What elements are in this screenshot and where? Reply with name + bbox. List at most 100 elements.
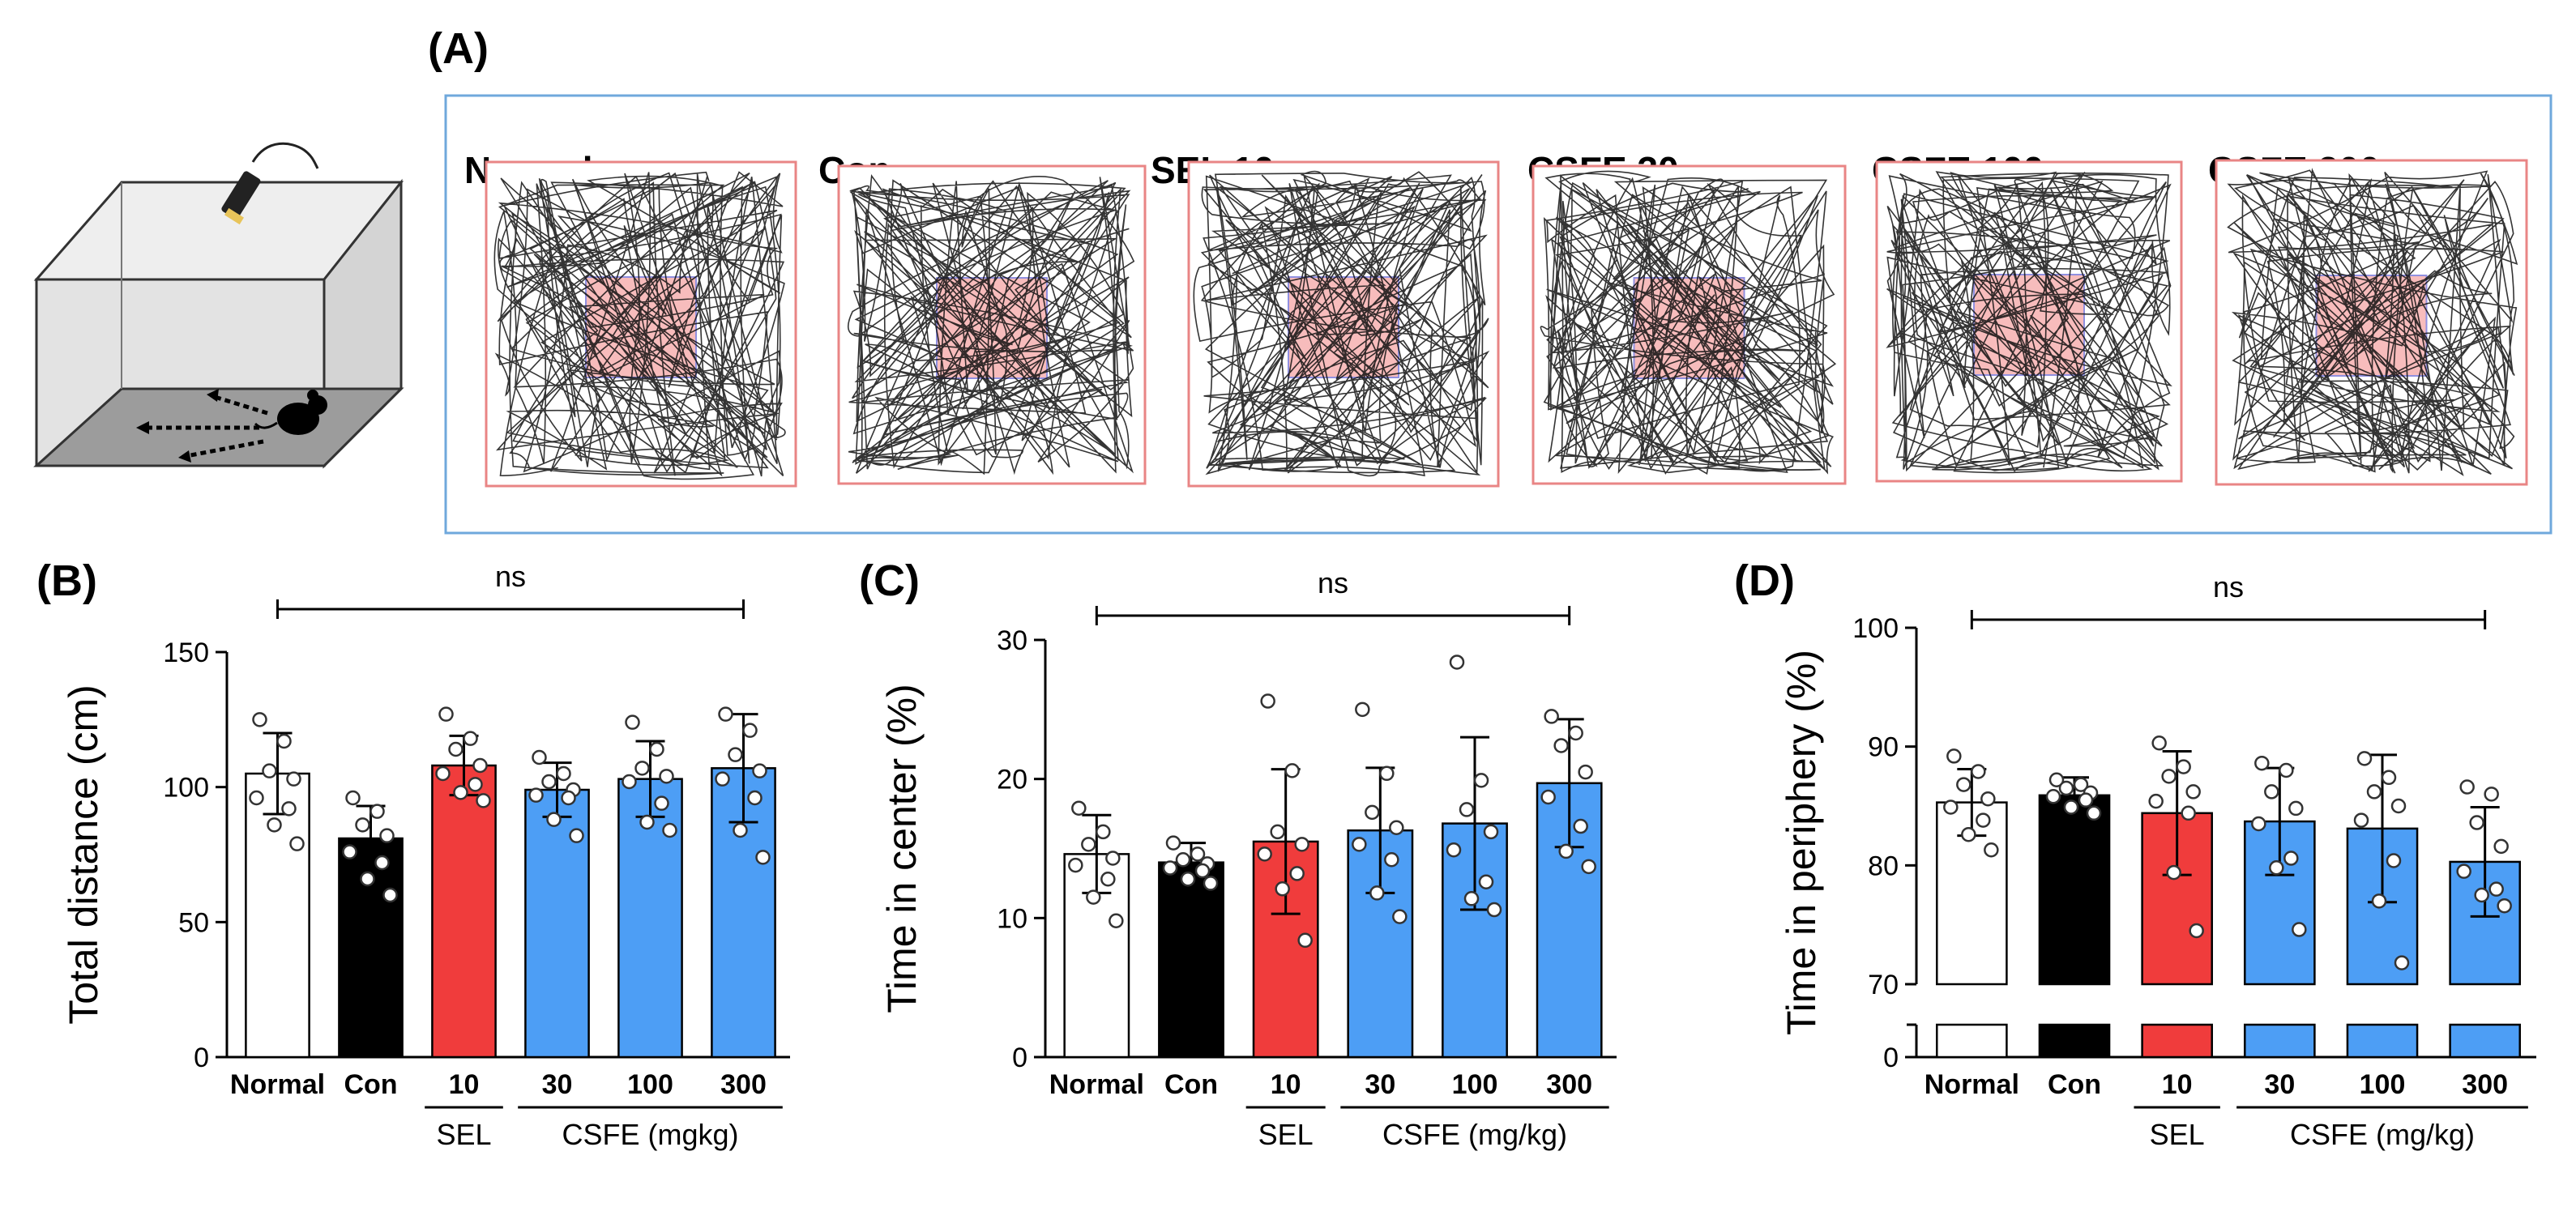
significance-label: ns [495,560,526,593]
data-point [1578,764,1593,780]
x-tick-label: Con [1164,1069,1218,1100]
arrow-heads [136,389,219,463]
bar-lower-segment [2449,1023,2521,1059]
y-tick-label: 90 [1868,732,1899,763]
data-point [1275,881,1290,897]
y-tick-label: 20 [997,765,1027,795]
x-tick-label: 30 [1365,1069,1395,1100]
data-point [370,804,385,819]
data-point [715,771,730,787]
x-tick-label: 10 [2162,1069,2193,1100]
data-point [2366,784,2382,800]
data-point [2176,759,2191,774]
data-point [2251,816,2266,832]
y-tick-label: 100 [1852,613,1899,644]
data-point [281,801,297,817]
data-point [382,887,398,903]
data-point [1976,812,1991,828]
data-point [1352,837,1367,852]
data-point [1379,765,1395,782]
data-point [1478,874,1494,889]
x-tick-label: 10 [1271,1069,1301,1100]
data-point [2189,923,2204,939]
data-point [468,777,483,792]
data-point [252,712,267,727]
data-point [2283,851,2299,866]
data-point [463,731,478,746]
x-tick-label: Con [2048,1069,2101,1100]
bar [1158,861,1224,1059]
data-point [276,733,292,749]
data-point [2394,955,2410,970]
data-point [1284,763,1300,778]
data-point [2045,789,2061,804]
data-point [1392,909,1408,924]
data-point [728,747,743,762]
data-point [742,723,758,738]
data-point [2086,805,2102,821]
data-point [379,828,395,843]
data-point [1289,866,1305,881]
data-point [360,871,375,887]
data-point [1573,818,1588,834]
data-point [2488,881,2504,897]
data-point [1365,804,1380,821]
y-tick-label: 0 [194,1043,209,1073]
data-point [2161,769,2177,784]
data-point [622,774,637,790]
data-point [2279,762,2294,778]
data-point [1270,824,1285,840]
data-point [1581,859,1596,875]
data-point [2493,838,2509,855]
data-point [1369,885,1385,901]
bar [2038,794,2111,986]
panel-label: (D) [1734,556,1795,605]
data-point [659,769,674,784]
data-point [345,790,361,806]
data-point [448,741,464,757]
data-point [733,822,748,838]
data-point [662,822,677,838]
data-point [1294,837,1309,852]
data-point [1540,789,1556,805]
data-point [267,817,282,833]
data-point [1165,835,1181,851]
data-point [755,850,771,865]
data-point [1105,851,1121,866]
x-tick-label: 30 [542,1069,573,1100]
data-point [556,765,571,782]
data-point [342,844,357,859]
data-point [1558,843,1574,859]
x-tick-label: Normal [1049,1069,1144,1100]
data-point [1946,748,1962,764]
data-point [546,812,562,827]
data-point [1486,902,1502,918]
movement-track [1540,170,1837,475]
data-point [1068,857,1083,873]
data-point [2269,860,2284,876]
track-plots: NormalConSEL 10CSFE 30CSFE 100CSFE 300 [464,149,2528,488]
data-point [2063,800,2079,815]
data-point [2185,784,2201,800]
bar-lower-segment [1936,1023,2008,1059]
chart-c: (C) Time in center (%) 0 10 20 30 Normal Con 10 3… [859,556,1617,1151]
bar-lower-segment [2038,1023,2111,1059]
data-point [1297,932,1313,949]
data-point [2048,772,2065,787]
data-point [2356,751,2373,766]
data-point [1384,851,1399,868]
data-point [541,774,557,790]
movement-track [1193,170,1490,477]
y-tick-label: 80 [1868,851,1899,881]
significance-label: ns [2213,570,2244,603]
panel-label: (B) [36,556,97,605]
y-tick-label: 0 [1012,1043,1027,1073]
data-point [2078,792,2094,808]
chart-b: (B) Total distance (cm) 0 50 100 150 Normal Con… [36,556,790,1151]
data-point [2148,793,2164,809]
y-tick-label: 100 [163,773,209,804]
data-point [453,785,468,800]
data-point [2058,780,2074,796]
group-label: CSFE (mg/kg) [1382,1118,1567,1151]
